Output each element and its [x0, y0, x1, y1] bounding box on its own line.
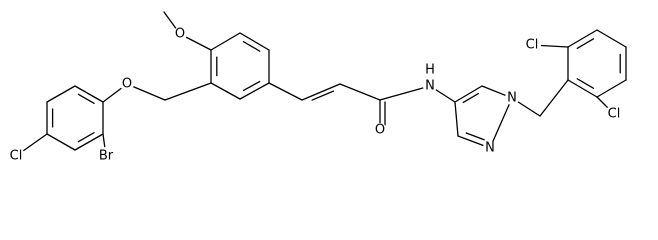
bond [242, 80, 261, 92]
label-backdrop [423, 79, 437, 93]
bond [576, 38, 595, 50]
atom-label: Cl [608, 107, 621, 122]
label-backdrop [523, 36, 541, 54]
label-backdrop [605, 105, 623, 123]
bond [465, 132, 485, 141]
bond [77, 93, 95, 104]
bond [239, 32, 270, 51]
label-backdrop [373, 123, 387, 137]
bond [339, 83, 381, 101]
bond [239, 82, 270, 100]
label-backdrop [120, 77, 134, 91]
bond [301, 83, 341, 101]
bond [596, 29, 627, 48]
atom-label: O [122, 77, 132, 92]
atom-labels: Cl Br O O O H N N N Cl Cl [7, 27, 623, 165]
bond [454, 101, 459, 137]
atom-label: N [425, 79, 435, 94]
label-backdrop [423, 63, 437, 77]
bond [210, 32, 241, 51]
bond [74, 85, 104, 103]
atom-label: Cl [526, 38, 539, 53]
bond [46, 133, 76, 151]
bond [210, 82, 241, 100]
bonds [15, 11, 627, 157]
bond [567, 79, 598, 98]
bond [379, 85, 431, 101]
label-backdrop [505, 91, 519, 105]
label-backdrop [483, 141, 497, 155]
bond [489, 97, 513, 149]
bond [596, 79, 627, 98]
atom-label: H [425, 63, 435, 78]
structure-diagram: Cl Br O O O H N N N Cl Cl [7, 11, 627, 165]
label-backdrop [7, 147, 25, 165]
atom-label: O [375, 123, 385, 138]
bond [164, 82, 212, 101]
bond [311, 90, 335, 101]
bond [567, 29, 598, 48]
bond [74, 133, 104, 151]
label-backdrop [173, 27, 187, 41]
atom-label: N [485, 141, 495, 156]
atom-label: Cl [10, 149, 23, 164]
bond [242, 40, 261, 52]
bond [77, 132, 95, 143]
bond [454, 85, 483, 103]
label-backdrop [97, 147, 115, 165]
bond [462, 92, 480, 104]
atom-label: O [175, 27, 185, 42]
bond [46, 85, 76, 103]
bond [268, 82, 303, 101]
atom-label: N [507, 91, 517, 106]
atom-label: Br [99, 149, 114, 164]
bond [539, 79, 569, 117]
bond [576, 78, 595, 90]
